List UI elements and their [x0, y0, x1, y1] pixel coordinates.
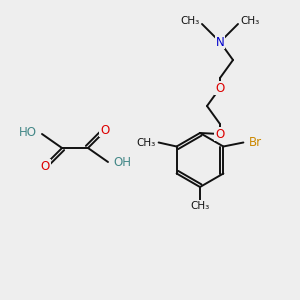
Text: CH₃: CH₃: [136, 137, 156, 148]
Text: CH₃: CH₃: [190, 201, 210, 211]
Text: O: O: [40, 160, 50, 172]
Text: O: O: [215, 82, 225, 94]
Text: N: N: [216, 35, 224, 49]
Text: HO: HO: [19, 127, 37, 140]
Text: OH: OH: [113, 157, 131, 169]
Text: O: O: [215, 128, 225, 140]
Text: CH₃: CH₃: [240, 16, 259, 26]
Text: Br: Br: [248, 136, 262, 149]
Text: O: O: [100, 124, 109, 136]
Text: CH₃: CH₃: [181, 16, 200, 26]
